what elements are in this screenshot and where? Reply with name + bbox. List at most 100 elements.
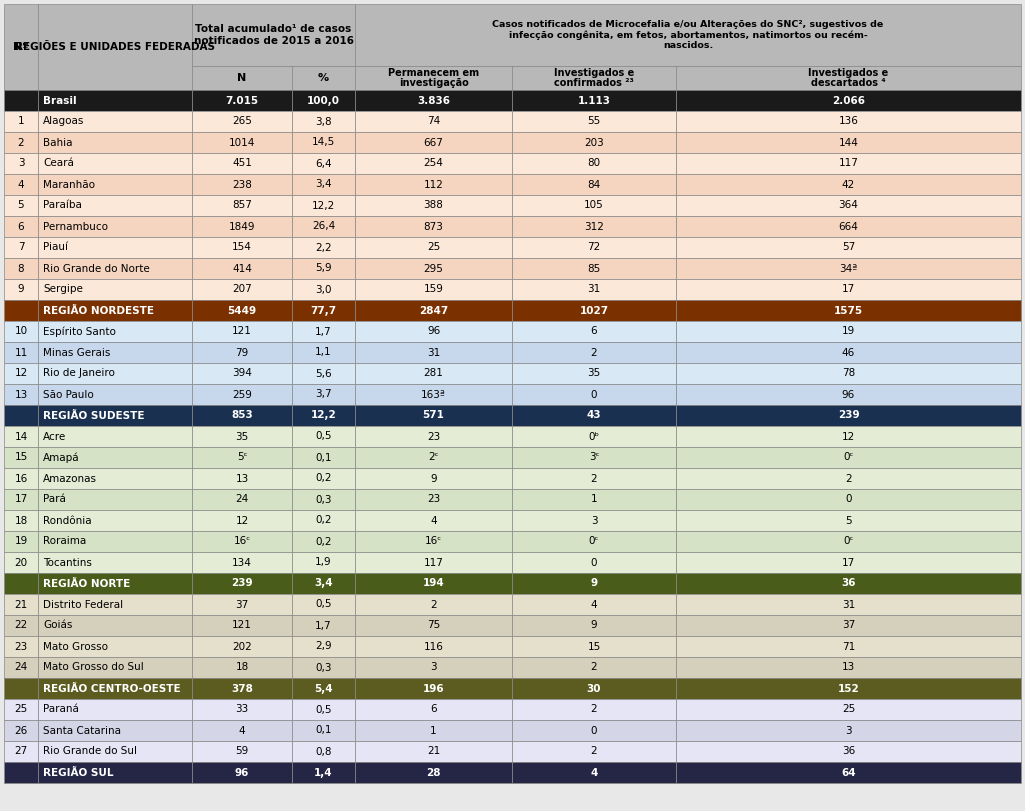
Text: 59: 59 [236, 746, 249, 757]
Text: 1027: 1027 [579, 306, 609, 315]
Bar [512, 300, 676, 321]
Bar [4, 216, 38, 237]
Bar [355, 153, 512, 174]
Bar [4, 741, 38, 762]
Text: 12: 12 [236, 516, 249, 526]
Text: 0,5: 0,5 [316, 599, 332, 610]
Bar [512, 636, 676, 657]
Bar [512, 216, 676, 237]
Bar [4, 468, 38, 489]
Bar [4, 762, 38, 783]
Bar [676, 531, 1021, 552]
Bar [676, 510, 1021, 531]
Bar [355, 132, 512, 153]
Bar [38, 573, 192, 594]
Text: 0,5: 0,5 [316, 431, 332, 441]
Bar [192, 321, 292, 342]
Text: 11: 11 [14, 347, 28, 358]
Text: 25: 25 [426, 242, 440, 252]
Bar [292, 363, 355, 384]
Bar [292, 342, 355, 363]
Text: 394: 394 [232, 368, 252, 379]
Bar [4, 594, 38, 615]
Bar [512, 111, 676, 132]
Bar [4, 615, 38, 636]
Text: 96: 96 [842, 389, 855, 400]
Text: 84: 84 [587, 179, 601, 190]
Bar [292, 762, 355, 783]
Bar [38, 594, 192, 615]
Text: REGIÃO CENTRO-OESTE: REGIÃO CENTRO-OESTE [43, 684, 180, 693]
Text: 7: 7 [17, 242, 25, 252]
Text: 31: 31 [842, 599, 855, 610]
Bar [676, 489, 1021, 510]
Text: 0: 0 [590, 557, 598, 568]
Text: 6: 6 [17, 221, 25, 231]
Text: 22: 22 [14, 620, 28, 630]
Bar [292, 741, 355, 762]
Text: 24: 24 [236, 495, 249, 504]
Bar [192, 594, 292, 615]
Text: 12: 12 [842, 431, 855, 441]
Text: 35: 35 [236, 431, 249, 441]
Bar [4, 342, 38, 363]
Text: 0,1: 0,1 [316, 726, 332, 736]
Text: 7.015: 7.015 [226, 96, 258, 105]
Text: 1,4: 1,4 [315, 767, 333, 778]
Text: 238: 238 [232, 179, 252, 190]
Text: 2: 2 [590, 746, 598, 757]
Text: 2,9: 2,9 [316, 642, 332, 651]
Text: 1,7: 1,7 [316, 327, 332, 337]
Text: 0: 0 [590, 726, 598, 736]
Text: Paraíba: Paraíba [43, 200, 82, 211]
Bar [676, 657, 1021, 678]
Bar [512, 699, 676, 720]
Bar [38, 636, 192, 657]
Bar [38, 216, 192, 237]
Bar [292, 552, 355, 573]
Text: Pará: Pará [43, 495, 66, 504]
Bar [192, 153, 292, 174]
Text: Acre: Acre [43, 431, 67, 441]
Bar [292, 216, 355, 237]
Bar [38, 90, 192, 111]
Bar [512, 762, 676, 783]
Text: 2: 2 [590, 705, 598, 714]
Text: 3,7: 3,7 [316, 389, 332, 400]
Bar [676, 762, 1021, 783]
Bar [676, 174, 1021, 195]
Text: 17: 17 [842, 557, 855, 568]
Bar [355, 111, 512, 132]
Bar [355, 699, 512, 720]
Text: Casos notificados de Microcefalia e/ou Alterações do SNC², sugestivos de
infecçã: Casos notificados de Microcefalia e/ou A… [492, 20, 884, 49]
Text: REGIÃO NORTE: REGIÃO NORTE [43, 578, 130, 589]
Bar [38, 489, 192, 510]
Bar [292, 468, 355, 489]
Text: 6: 6 [430, 705, 437, 714]
Bar [192, 195, 292, 216]
Text: 0,2: 0,2 [316, 537, 332, 547]
Text: 0: 0 [846, 495, 852, 504]
Bar [512, 363, 676, 384]
Text: 37: 37 [236, 599, 249, 610]
Bar [512, 237, 676, 258]
Bar [355, 657, 512, 678]
Bar [512, 174, 676, 195]
Text: 75: 75 [426, 620, 440, 630]
Bar [676, 237, 1021, 258]
Bar [512, 342, 676, 363]
Text: 4: 4 [17, 179, 25, 190]
Text: 14: 14 [14, 431, 28, 441]
Text: São Paulo: São Paulo [43, 389, 93, 400]
Bar [676, 279, 1021, 300]
Text: Goiás: Goiás [43, 620, 73, 630]
Bar [38, 720, 192, 741]
Text: 0,5: 0,5 [316, 705, 332, 714]
Text: 4: 4 [430, 516, 437, 526]
Bar [355, 342, 512, 363]
Bar [38, 699, 192, 720]
Bar [4, 405, 38, 426]
Bar [192, 573, 292, 594]
Bar [292, 111, 355, 132]
Bar [355, 4, 1021, 66]
